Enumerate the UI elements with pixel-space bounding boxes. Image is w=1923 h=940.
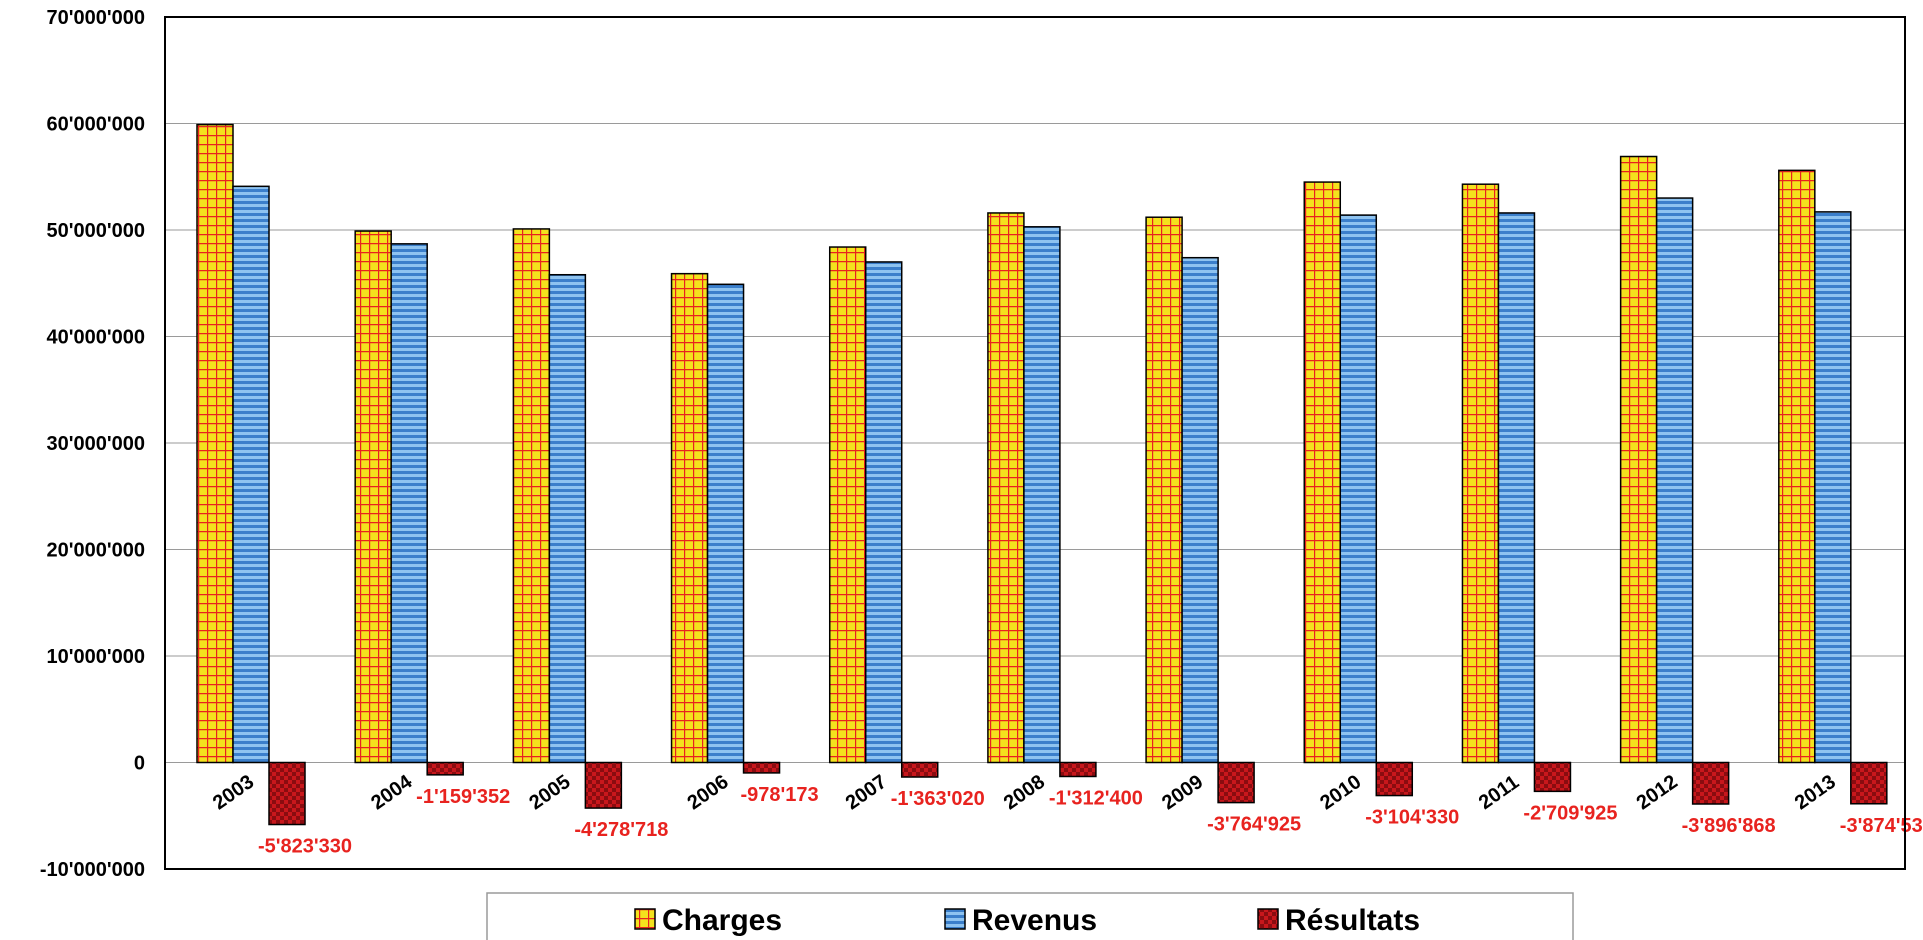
bar-charges	[354, 230, 392, 764]
bar-resultats	[1375, 761, 1414, 797]
data-label: -978'173	[740, 784, 818, 806]
y-tick-label: 70'000'000	[47, 7, 146, 29]
bar-charges	[1303, 181, 1342, 764]
plot-area-frame	[164, 16, 1906, 870]
data-label: -4'278'718	[574, 819, 668, 841]
y-tick-label: 50'000'000	[47, 220, 146, 242]
data-label: -2'709'925	[1523, 802, 1617, 824]
bar-resultats	[1217, 761, 1255, 804]
bar-revenus	[232, 185, 270, 764]
bar-charges	[987, 212, 1025, 764]
y-tick-label: 10'000'000	[47, 646, 146, 668]
x-tick-label: 2003	[209, 771, 258, 815]
x-tick-label: 2013	[1791, 771, 1840, 815]
x-tick-label: 2004	[367, 770, 417, 814]
x-tick-label: 2010	[1316, 771, 1365, 815]
bar-resultats	[584, 761, 623, 809]
legend-swatch	[944, 908, 966, 930]
y-tick-label: 40'000'000	[47, 327, 146, 349]
bar-charges	[1778, 169, 1816, 764]
bar-resultats	[1059, 761, 1097, 778]
y-tick-label: 60'000'000	[47, 114, 146, 136]
bar-resultats	[742, 761, 781, 774]
bar-charges	[196, 123, 234, 764]
legend-label: Résultats	[1285, 904, 1420, 937]
y-tick-label: 30'000'000	[47, 433, 146, 455]
legend-swatch	[1257, 908, 1279, 930]
x-tick-label: 2007	[842, 771, 891, 815]
bar-revenus	[1023, 226, 1061, 764]
legend-label: Charges	[662, 904, 782, 937]
x-tick-label: 2006	[684, 771, 733, 815]
bar-charges	[1619, 155, 1658, 764]
x-tick-label: 2008	[1000, 771, 1049, 815]
data-label: -1'159'352	[416, 786, 510, 808]
legend-box	[486, 892, 1574, 940]
bar-resultats	[1850, 761, 1888, 805]
bar-charges	[670, 272, 709, 764]
legend-swatch	[634, 908, 656, 930]
bar-resultats	[1533, 761, 1572, 793]
bar-charges	[512, 228, 551, 764]
y-tick-label: 20'000'000	[47, 540, 146, 562]
bar-revenus	[1814, 211, 1852, 764]
data-label: -3'874'530	[1840, 815, 1923, 837]
legend-label: Revenus	[972, 904, 1097, 937]
x-tick-label: 2005	[525, 771, 574, 815]
bar-resultats	[900, 761, 939, 778]
data-label: -3'104'330	[1365, 807, 1459, 829]
bar-resultats	[1691, 761, 1730, 805]
bars	[196, 123, 1888, 826]
bar-revenus	[864, 261, 903, 764]
data-label: -1'363'020	[891, 788, 985, 810]
x-tick-label: 2011	[1475, 771, 1523, 814]
y-tick-label: -10'000'000	[40, 859, 145, 881]
bar-revenus	[706, 283, 745, 764]
y-axis-ticks: 70'000'000 60'000'000 50'000'000 40'000'000…	[40, 7, 145, 881]
bar-revenus	[1497, 212, 1536, 764]
bar-revenus	[1339, 214, 1378, 764]
bar-charges	[828, 246, 867, 764]
data-labels: -5'823'330 -1'159'352 -4'278'718 -978'173 -1…	[258, 784, 1923, 858]
bar-revenus	[1655, 197, 1694, 764]
data-label: -3'896'868	[1682, 815, 1776, 837]
data-label: -1'312'400	[1049, 787, 1143, 809]
bar-charges	[1461, 183, 1500, 764]
y-tick-label: 0	[134, 753, 145, 775]
data-label: -3'764'925	[1207, 814, 1301, 836]
bar-resultats	[268, 761, 306, 826]
data-label: -5'823'330	[258, 836, 352, 858]
bar-charges	[1145, 216, 1183, 764]
bar-revenus	[548, 273, 587, 764]
bar-revenus	[390, 243, 428, 764]
bar-revenus	[1181, 256, 1219, 764]
x-tick-label: 2009	[1158, 771, 1207, 815]
x-tick-label: 2012	[1633, 771, 1682, 815]
legend: Charges Revenus Résultats	[486, 892, 1574, 940]
bar-resultats	[426, 761, 464, 776]
